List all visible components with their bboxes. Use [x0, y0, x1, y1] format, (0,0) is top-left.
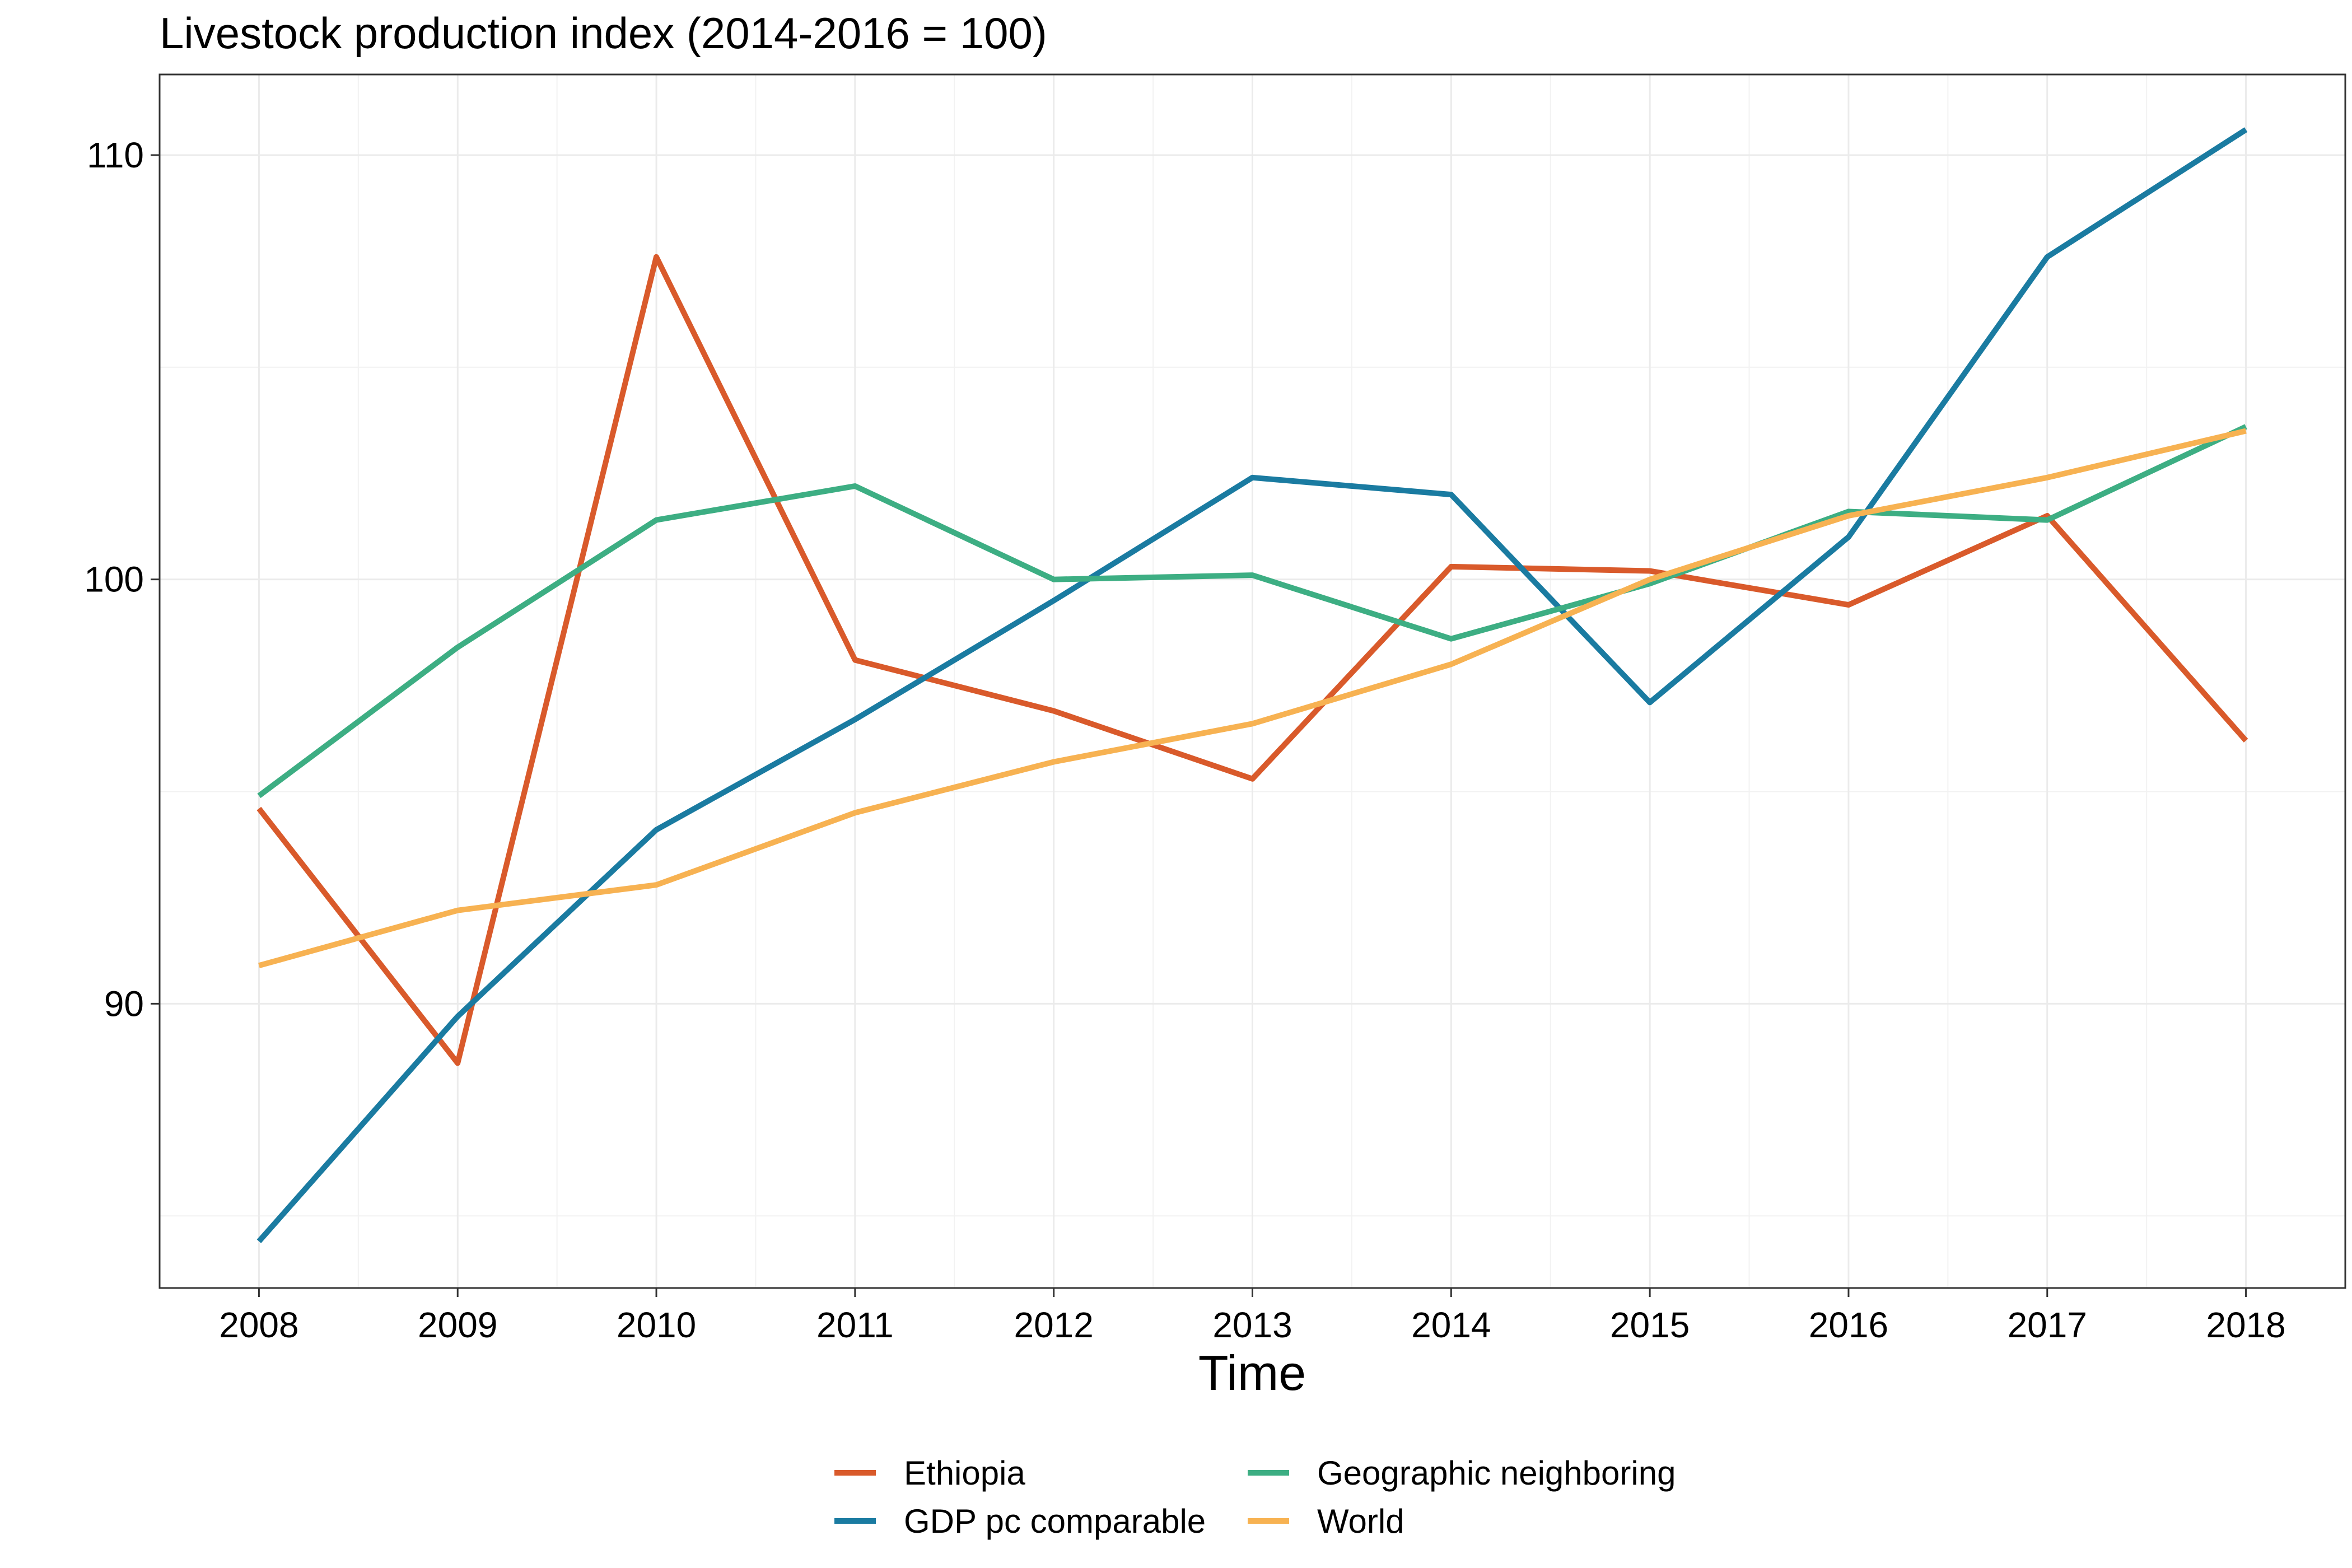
- chart-title: Livestock production index (2014-2016 = …: [160, 8, 1047, 58]
- legend-label: GDP pc comparable: [904, 1502, 1206, 1540]
- x-tick-label: 2009: [418, 1305, 497, 1345]
- major-gridlines: [160, 74, 2345, 1288]
- x-tick-label: 2017: [2008, 1305, 2087, 1345]
- x-tick-label: 2010: [617, 1305, 696, 1345]
- x-tick-label: 2014: [1411, 1305, 1491, 1345]
- x-tick-label: 2011: [816, 1305, 894, 1345]
- legend-label: World: [1317, 1502, 1404, 1540]
- x-axis-ticks: 2008 2009 2010 2011 2012 2013 2014 2015 2016 2017…: [219, 1288, 2286, 1345]
- x-tick-label: 2013: [1212, 1305, 1292, 1345]
- y-tick-label: 90: [104, 983, 144, 1024]
- x-tick-label: 2008: [219, 1305, 298, 1345]
- legend-label: Geographic neighboring: [1317, 1454, 1676, 1492]
- series-line-world: [258, 428, 2247, 969]
- series-line-geographic-neighboring: [257, 424, 2247, 799]
- x-tick-label: 2015: [1610, 1305, 1690, 1345]
- x-axis-title: Time: [1198, 1345, 1306, 1401]
- x-tick-label: 2012: [1014, 1305, 1093, 1345]
- y-axis-ticks: 90 100 110: [84, 135, 160, 1024]
- y-tick-label: 110: [87, 135, 144, 175]
- series-lines: [256, 127, 2248, 1244]
- x-tick-label: 2016: [1809, 1305, 1888, 1345]
- series-line-ethiopia: [256, 254, 2248, 1066]
- legend: Ethiopia GDP pc comparable Geographic neig…: [834, 1454, 1676, 1540]
- legend-label: Ethiopia: [904, 1454, 1025, 1492]
- x-tick-label: 2018: [2206, 1305, 2285, 1345]
- y-tick-label: 100: [84, 559, 144, 600]
